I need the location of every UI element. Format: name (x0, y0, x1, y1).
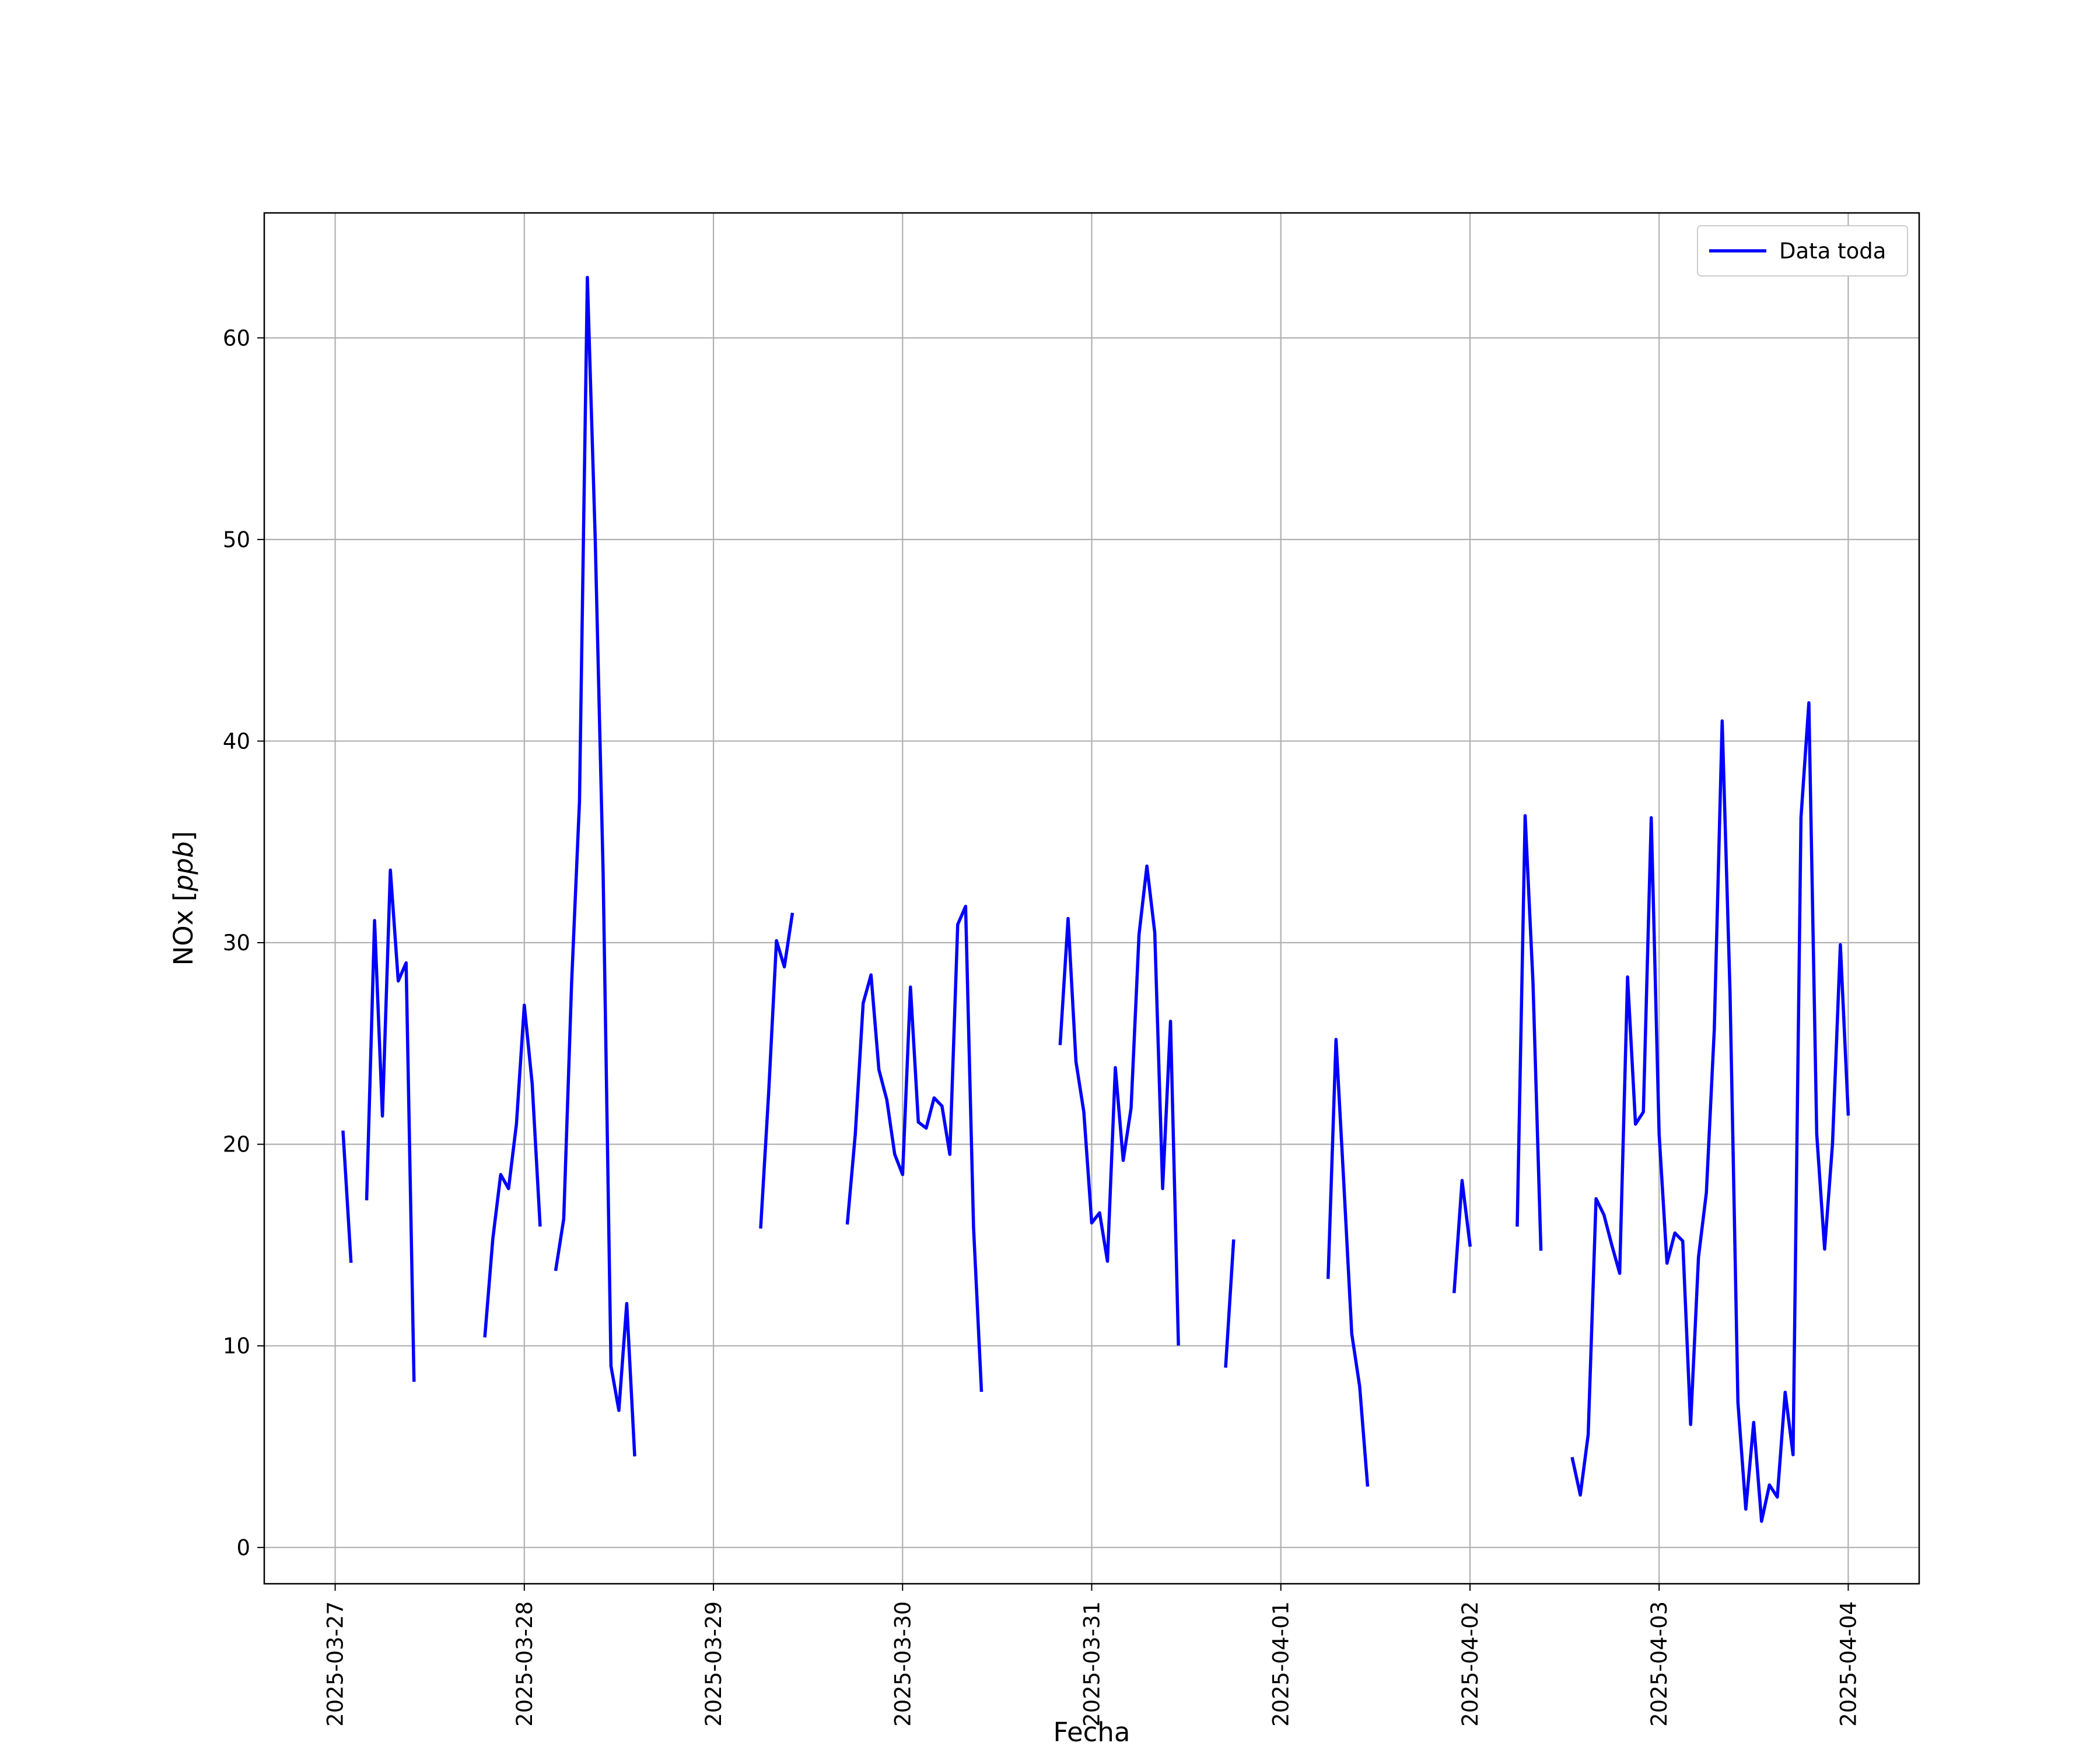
series-line-segment (483, 1003, 542, 1338)
y-axis-label-close: ] (168, 831, 199, 842)
series-line-segment (365, 868, 416, 1382)
series-line-segment (1058, 864, 1180, 1346)
x-tick-label: 2025-04-03 (1647, 1601, 1672, 1727)
series-line-segment (1224, 1239, 1236, 1368)
series-line-segment (341, 1130, 353, 1264)
legend-entry-data-toda: Data toda (1779, 239, 1886, 264)
y-tick-label: 30 (223, 930, 250, 956)
x-axis-label: Fecha (1054, 1717, 1130, 1748)
series-line-segment (1516, 814, 1543, 1251)
y-axis-label: NOx [ppb] (168, 831, 199, 966)
x-tick-label: 2025-03-31 (1080, 1601, 1105, 1727)
y-axis-label-main: NOx [ (168, 891, 199, 966)
x-tick-label: 2025-03-29 (701, 1601, 726, 1727)
x-tick-label: 2025-04-04 (1836, 1601, 1861, 1727)
series-0 (341, 275, 1850, 1523)
legend: Data toda (1697, 225, 1908, 276)
series-line-segment (1452, 1179, 1472, 1293)
series-line-segment (1326, 1038, 1370, 1487)
axis-ticks: 2025-03-27 2025-03-28 2025-03-29 2025-03-30… (223, 326, 1861, 1727)
y-tick-label: 0 (236, 1535, 250, 1560)
y-tick-label: 60 (223, 326, 250, 351)
x-tick-label: 2025-03-27 (323, 1601, 348, 1727)
y-tick-label: 40 (223, 729, 250, 754)
x-tick-label: 2025-04-02 (1458, 1601, 1483, 1727)
x-tick-label: 2025-04-01 (1269, 1601, 1294, 1727)
y-tick-label: 50 (223, 527, 250, 552)
x-tick-label: 2025-03-28 (512, 1601, 537, 1727)
series-line-segment (1570, 701, 1850, 1523)
series-line-segment (845, 905, 984, 1392)
y-axis-label-unit: ppb (168, 841, 199, 892)
series-line-segment (759, 912, 794, 1229)
y-tick-label: 20 (223, 1132, 250, 1157)
plot-series (341, 275, 1850, 1523)
legend-box (1697, 225, 1908, 276)
x-tick-label: 2025-03-30 (890, 1601, 915, 1727)
grid-lines (264, 213, 1919, 1584)
series-line-segment (554, 275, 636, 1457)
y-tick-label: 10 (223, 1334, 250, 1359)
